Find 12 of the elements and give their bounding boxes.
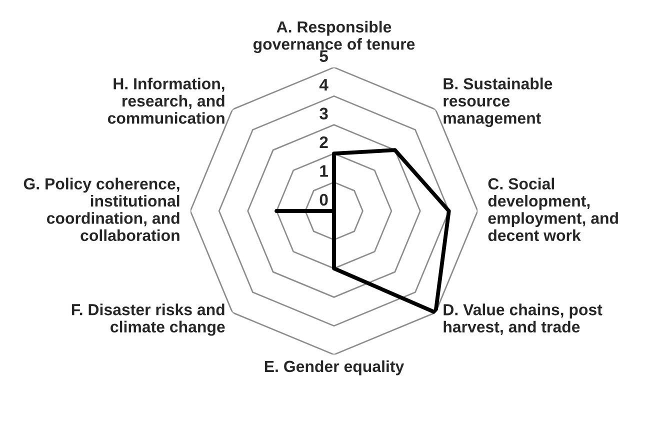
spoke-label: E. Gender equality <box>264 360 404 376</box>
spoke-label: C. Social development, employment, and decent work <box>488 178 618 242</box>
spoke-label: B. Sustainable resource management <box>444 78 552 128</box>
spoke-label: G. Policy coherence, institutional coordination, and collaboration <box>24 178 180 242</box>
spoke-label: D. Value chains, post harvest, and trade <box>444 304 602 335</box>
y-tick-label: 3 <box>320 108 328 120</box>
spoke-label: H. Information, research, and communication <box>108 78 224 124</box>
y-tick-label: 0 <box>320 194 328 206</box>
y-tick-label: 2 <box>320 136 328 148</box>
spoke-label: F. Disaster risks and climate change <box>72 304 225 336</box>
y-tick-label: 1 <box>320 165 328 177</box>
y-tick-label: 4 <box>319 79 328 91</box>
